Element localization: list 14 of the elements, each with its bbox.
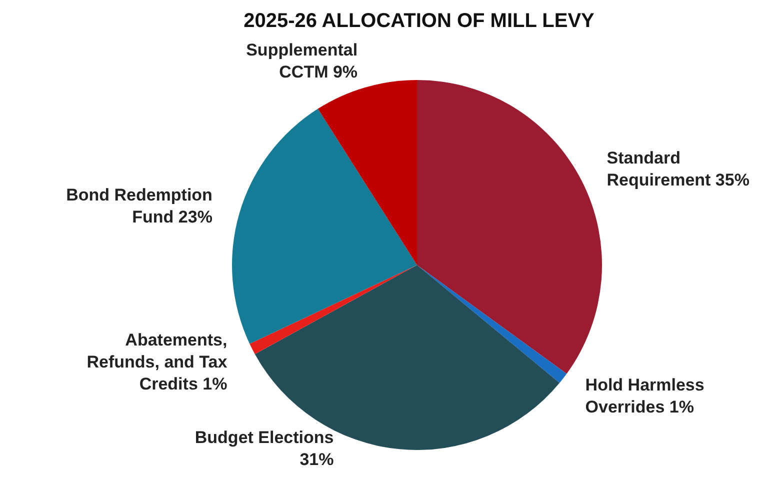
chart-title: 2025-26 ALLOCATION OF MILL LEVY [242,9,596,34]
pie-slice [318,80,417,265]
pie-slice [254,265,560,450]
pie-slice [250,265,417,354]
data-label: 31% [300,450,334,469]
slice-label: Hold Harmless Overrides 1% [585,376,704,417]
pie-slice [232,108,417,344]
slice-label: Supplemental CCTM 9% [246,40,358,82]
slice-label: Abatements, Refunds, and Tax Credits 1% [86,330,228,394]
pie-slice [417,265,567,383]
slice-label: Standard Requirement 35% [606,148,750,190]
slice-label: Budget Elections [194,428,334,447]
slice-label: Bond Redemption Fund 23% [66,186,212,227]
pie-slice [417,80,602,374]
